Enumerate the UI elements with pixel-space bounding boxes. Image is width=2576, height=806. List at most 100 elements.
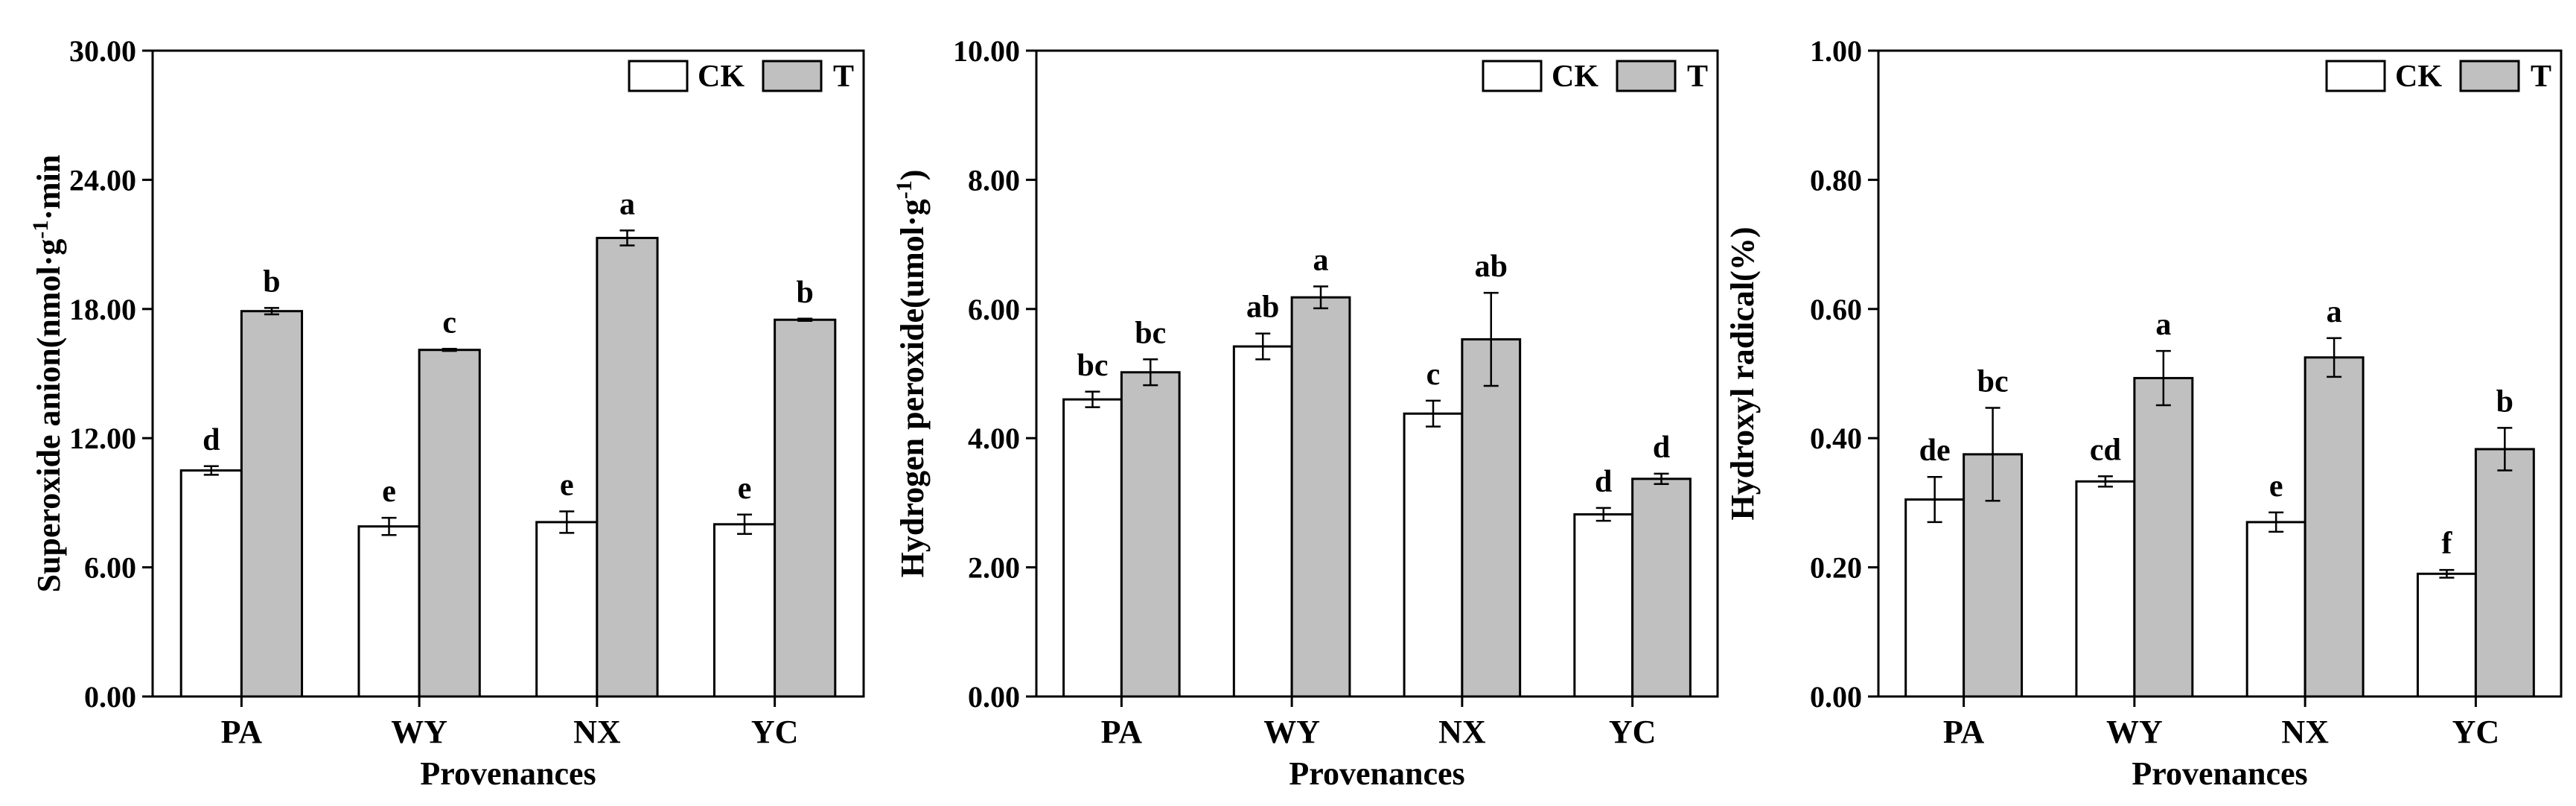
- x-tick-label: NX: [573, 714, 621, 750]
- legend-swatch-ck: [2325, 60, 2386, 92]
- bar-ck-nx: [535, 521, 599, 698]
- x-tick-label: PA: [1943, 714, 1985, 750]
- significance-label: e: [560, 468, 574, 502]
- legend-swatch-t: [2459, 60, 2520, 92]
- x-tick-label: WY: [1263, 714, 1320, 750]
- bar-ck-nx: [1403, 412, 1464, 698]
- y-tick-label: 4.00: [968, 422, 1020, 455]
- legend: CK T: [628, 60, 854, 94]
- bar-t-pa: [240, 310, 304, 698]
- bar-t-yc: [774, 318, 837, 698]
- y-axis-title: Superoxide anion(nmol·g-1·min: [28, 155, 67, 593]
- x-tick-label: PA: [1101, 714, 1143, 750]
- x-tick-label: YC: [1609, 714, 1657, 750]
- significance-label: bc: [1977, 364, 2009, 399]
- y-axis-title: Hydrogen peroxide(umol·g-1): [892, 170, 931, 578]
- y-tick-label: 2.00: [968, 551, 1020, 585]
- significance-label: cd: [2090, 433, 2121, 467]
- bar-ck-yc: [1573, 513, 1634, 698]
- significance-label: e: [382, 475, 396, 509]
- significance-label: bc: [1077, 349, 1108, 383]
- bar-ck-pa: [179, 469, 243, 698]
- bar-t-pa: [1120, 371, 1181, 698]
- legend-label-t: T: [2531, 60, 2551, 94]
- x-axis-title: Provenances: [2132, 755, 2307, 792]
- bar-t-yc: [1631, 477, 1692, 698]
- x-tick-label: NX: [2281, 714, 2329, 750]
- legend-swatch-t: [762, 60, 823, 92]
- significance-label: b: [2496, 384, 2513, 419]
- legend-swatch-ck: [628, 60, 689, 92]
- legend-label-ck: CK: [1552, 60, 1598, 94]
- plot-frame: [1877, 49, 2563, 698]
- significance-label: d: [203, 423, 220, 457]
- y-tick-label: 0.00: [968, 680, 1020, 714]
- y-tick-label: 1.00: [1810, 34, 1862, 68]
- bar-ck-yc: [2416, 572, 2477, 698]
- x-tick-label: NX: [1438, 714, 1486, 750]
- bar-t-nx: [1461, 338, 1522, 698]
- significance-label: bc: [1135, 316, 1166, 350]
- significance-label: b: [263, 264, 280, 299]
- y-tick-label: 0.40: [1810, 422, 1862, 455]
- legend-swatch-ck: [1482, 60, 1543, 92]
- bar-t-wy: [2133, 377, 2194, 698]
- y-tick-label: 0.00: [84, 680, 136, 714]
- significance-label: a: [2327, 295, 2342, 329]
- bar-ck-wy: [1232, 345, 1293, 698]
- significance-label: b: [797, 276, 814, 310]
- bar-t-nx: [2304, 356, 2365, 698]
- significance-label: e: [738, 472, 752, 506]
- chart-panel-2: 0.002.004.006.008.0010.00PAbcbcWYabaNXca…: [892, 34, 1719, 792]
- x-tick-label: PA: [221, 714, 263, 750]
- y-axis-title: Hydroxyl radical(%): [1724, 227, 1761, 521]
- y-tick-label: 0.80: [1810, 163, 1862, 197]
- bar-ck-nx: [2245, 521, 2306, 698]
- x-tick-label: YC: [2452, 714, 2500, 750]
- bar-t-yc: [2474, 448, 2535, 698]
- bar-t-nx: [596, 236, 659, 698]
- x-axis-title: Provenances: [1289, 755, 1464, 792]
- y-tick-label: 6.00: [968, 293, 1020, 326]
- y-tick-label: 0.60: [1810, 293, 1862, 326]
- y-tick-label: 8.00: [968, 163, 1020, 197]
- significance-label: d: [1595, 465, 1612, 499]
- legend: CK T: [1482, 60, 1708, 94]
- x-tick-label: YC: [751, 714, 799, 750]
- chart-panel-3: 0.00 0.20 0.40 0.60 0.80 1.00 PA de bc WY cd a NX e a Y…: [1724, 34, 2563, 792]
- y-tick-label: 12.00: [69, 422, 136, 455]
- significance-label: a: [1313, 243, 1329, 277]
- legend-label-ck: CK: [698, 60, 745, 94]
- significance-label: c: [1426, 358, 1441, 392]
- significance-label: d: [1653, 431, 1670, 465]
- significance-label: f: [2441, 527, 2452, 561]
- bar-ck-pa: [1062, 398, 1123, 698]
- y-tick-label: 24.00: [69, 163, 136, 197]
- plot-frame: [1035, 49, 1719, 698]
- y-tick-label: 6.00: [84, 551, 136, 585]
- bar-t-wy: [1290, 296, 1351, 698]
- significance-label: ab: [1475, 250, 1508, 284]
- significance-label: e: [2269, 469, 2283, 504]
- bar-ck-yc: [712, 523, 777, 698]
- significance-label: c: [442, 305, 456, 340]
- legend-swatch-t: [1616, 60, 1677, 92]
- y-tick-label: 0.20: [1810, 551, 1862, 585]
- y-tick-label: 30.00: [69, 34, 136, 68]
- y-tick-label: 18.00: [69, 293, 136, 326]
- y-tick-label: 0.00: [1810, 680, 1862, 714]
- legend-label-ck: CK: [2395, 60, 2442, 94]
- significance-label: de: [1919, 434, 1951, 468]
- chart-panel-1: 0.00 6.00 12.00 18.00 24.00 30.00 PA d b WY e c NX e a…: [28, 34, 865, 792]
- bar-ck-wy: [357, 525, 421, 698]
- x-axis-title: Provenances: [420, 755, 596, 792]
- significance-label: ab: [1246, 291, 1279, 325]
- legend: CK T: [2325, 60, 2551, 94]
- x-tick-label: WY: [2106, 714, 2163, 750]
- legend-label-t: T: [833, 60, 854, 94]
- legend-label-t: T: [1687, 60, 1708, 94]
- y-tick-label: 10.00: [953, 34, 1020, 68]
- significance-label: a: [2155, 308, 2171, 342]
- bar-ck-pa: [1904, 498, 1966, 698]
